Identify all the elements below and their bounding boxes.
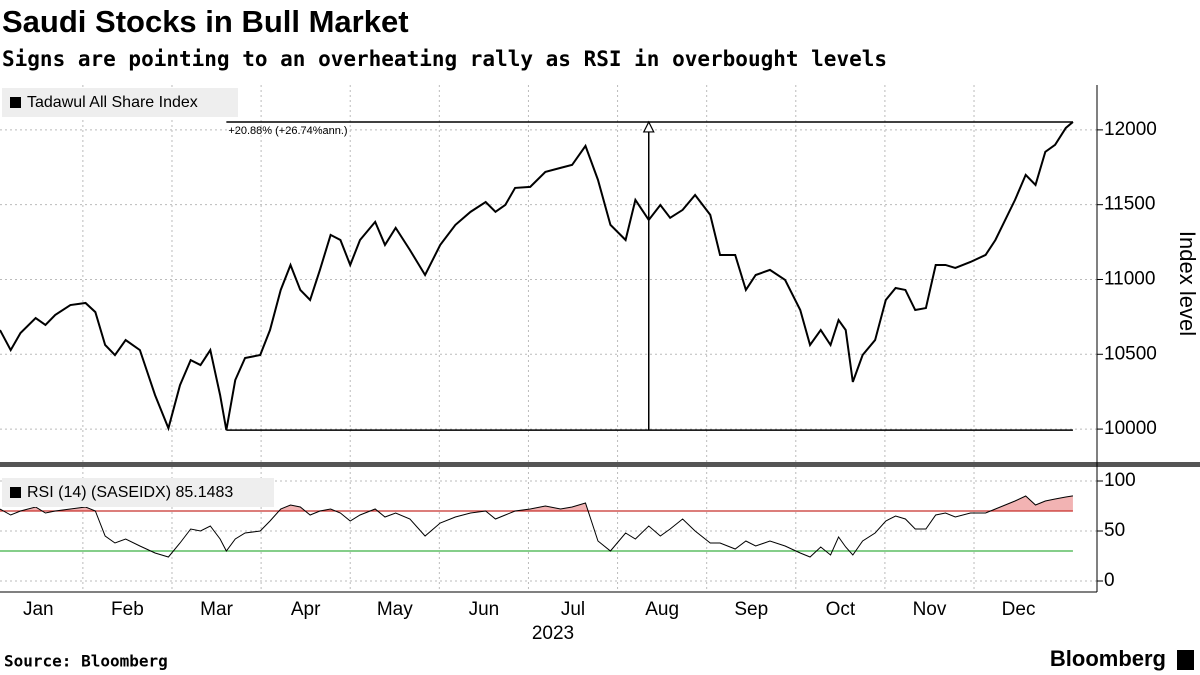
brand: Bloomberg xyxy=(1050,646,1166,671)
chart-title: Saudi Stocks in Bull Market xyxy=(2,4,409,39)
panel-divider xyxy=(0,462,1200,467)
y-axis-label: Index level xyxy=(1175,231,1200,336)
x-tick-label: Feb xyxy=(111,599,144,620)
legend-swatch xyxy=(10,487,21,498)
x-tick-label: May xyxy=(377,599,413,620)
y-tick-label: 100 xyxy=(1104,470,1136,491)
x-tick-label: Jun xyxy=(469,599,500,620)
source: Source: Bloomberg xyxy=(4,652,168,671)
legend-label: RSI (14) (SASEIDX) 85.1483 xyxy=(27,484,233,501)
brand-icon xyxy=(1177,650,1194,670)
legend-box xyxy=(2,478,274,507)
y-tick-label: 0 xyxy=(1104,570,1115,591)
y-tick-label: 10000 xyxy=(1104,418,1157,439)
x-tick-label: Apr xyxy=(291,599,321,620)
x-axis-label: 2023 xyxy=(532,623,574,644)
x-tick-label: Nov xyxy=(913,599,947,620)
x-tick-label: Sep xyxy=(734,599,768,620)
legend-label: Tadawul All Share Index xyxy=(27,94,198,111)
y-tick-label: 50 xyxy=(1104,520,1125,541)
legend-box xyxy=(2,88,238,117)
price-line xyxy=(0,121,1074,432)
y-tick-label: 10500 xyxy=(1104,343,1157,364)
x-tick-label: Jan xyxy=(23,599,54,620)
y-tick-label: 11000 xyxy=(1104,268,1155,289)
y-tick-label: 12000 xyxy=(1104,119,1157,140)
chart-subtitle: Signs are pointing to an overheating ral… xyxy=(2,47,887,71)
rsi-line xyxy=(0,495,1074,558)
x-tick-label: Jul xyxy=(561,599,585,620)
x-tick-label: Mar xyxy=(200,599,233,620)
x-tick-label: Oct xyxy=(826,599,856,620)
x-tick-label: Dec xyxy=(1002,599,1036,620)
annotation-text: +20.88% (+26.74%ann.) xyxy=(228,125,347,137)
annotation-arrowhead xyxy=(642,120,655,133)
legend-swatch xyxy=(10,97,21,108)
y-tick-label: 11500 xyxy=(1104,194,1155,215)
x-tick-label: Aug xyxy=(645,599,679,620)
